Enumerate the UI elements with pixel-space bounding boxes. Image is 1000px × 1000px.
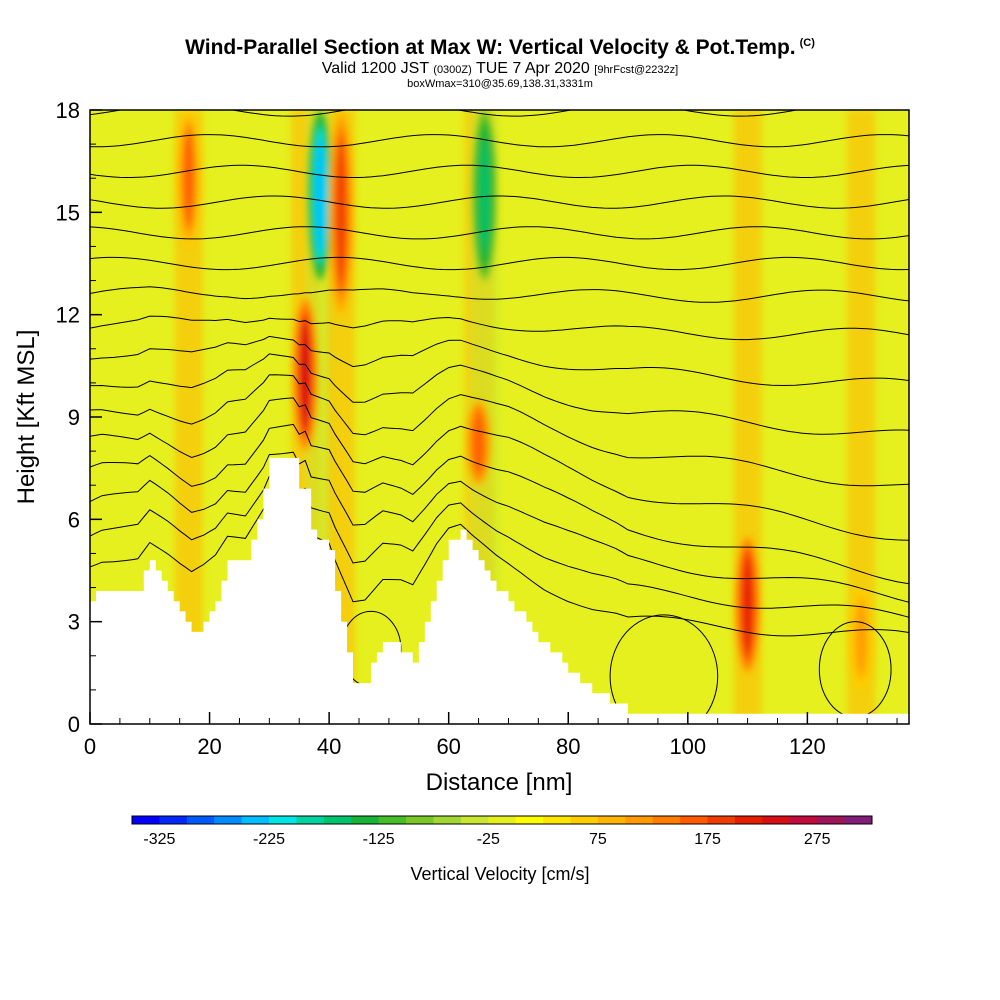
forecast-info: [9hrFcst@2232z] [594, 64, 679, 76]
colorbar-swatch [570, 816, 599, 824]
colorbar-label: -225 [253, 831, 285, 848]
colorbar-swatch [707, 816, 736, 824]
axes: 0 20 40 60 80 100 120 0 3 6 9 12 15 18 [56, 98, 898, 759]
theta-contour [90, 286, 909, 303]
colorbar-swatch [186, 816, 215, 824]
y-tick-label: 3 [68, 610, 80, 635]
valid-date: TUE 7 Apr 2020 [475, 60, 590, 77]
y-tick-label: 9 [68, 405, 80, 430]
theta-contour-cell [609, 614, 719, 724]
x-axis-title: Distance [nm] [426, 769, 573, 796]
colorbar: -325 -225 -125 -25 75 175 275 [131, 815, 873, 848]
terrain [90, 457, 909, 724]
chart-title: Wind-Parallel Section at Max W: Vertical… [0, 36, 1000, 60]
theta-contours [90, 110, 909, 724]
colorbar-label: -125 [363, 831, 395, 848]
theta-contour [90, 195, 909, 209]
velocity-core [316, 137, 325, 254]
colorbar-swatch [351, 816, 380, 824]
theta-contour [90, 335, 909, 387]
colorbar-swatch [543, 816, 572, 824]
theta-contour [90, 451, 909, 603]
velocity-core [480, 137, 489, 254]
valid-time: Valid 1200 JST [321, 60, 429, 77]
colorbar-swatch [159, 816, 188, 824]
velocity-cores [176, 110, 874, 690]
colorbar-swatch [433, 816, 462, 824]
colorbar-swatch [406, 816, 434, 824]
box-wmax-info: boxWmax=310@35.69,138.31,3331m [407, 78, 593, 90]
x-tick-label: 0 [84, 734, 96, 759]
x-tick-label: 40 [317, 734, 341, 759]
chart-subtitle: Valid 1200 JST (0300Z) TUE 7 Apr 2020 [9… [0, 60, 1000, 78]
colorbar-frame [131, 815, 873, 825]
colorbar-swatch [269, 816, 297, 824]
theta-contour [90, 134, 909, 148]
velocity-core [857, 603, 866, 674]
theta-contour [90, 423, 909, 585]
y-tick-label: 0 [68, 712, 80, 737]
colorbar-label: -25 [477, 831, 500, 848]
colorbar-swatch [817, 816, 846, 824]
colorbar-swatch [378, 816, 407, 824]
theta-contour [90, 493, 909, 637]
colorbar-label: 175 [694, 831, 721, 848]
y-tick-label: 12 [56, 303, 80, 328]
chart-title-text: Wind-Parallel Section at Max W: Vertical… [185, 36, 796, 59]
y-tick-label: 15 [56, 200, 80, 225]
colorbar-title: Vertical Velocity [cm/s] [410, 864, 589, 884]
colorbar-swatch [323, 816, 352, 824]
theta-contour [90, 226, 909, 240]
theta-contour [90, 374, 909, 487]
colorbar-swatch [789, 816, 818, 824]
colorbar-swatch [296, 816, 325, 824]
theta-contour [90, 256, 909, 271]
copyright-mark: (C) [799, 37, 815, 49]
terrain-mask [90, 457, 909, 724]
colorbar-label: 275 [804, 831, 831, 848]
x-tick-label: 80 [556, 734, 580, 759]
velocity-core [337, 142, 346, 282]
velocity-core [184, 131, 193, 225]
theta-contour [90, 110, 909, 117]
x-tick-label: 120 [789, 734, 826, 759]
velocity-core [743, 558, 752, 652]
x-tick-label: 20 [197, 734, 221, 759]
colorbar-label: -325 [143, 831, 175, 848]
colorbar-swatch [132, 816, 160, 824]
colorbar-swatch [734, 816, 763, 824]
theta-contour [90, 315, 909, 341]
theta-contour [90, 397, 909, 541]
colorbar-swatch [214, 816, 243, 824]
colorbar-swatch [241, 816, 270, 824]
colorbar-swatch [597, 816, 626, 824]
x-tick-label: 100 [669, 734, 706, 759]
colorbar-swatch [844, 816, 873, 824]
theta-contour [90, 475, 909, 618]
colorbar-swatch [460, 816, 489, 824]
colorbar-swatch [625, 816, 654, 824]
colorbar-swatch [488, 816, 517, 824]
y-tick-label: 18 [56, 98, 80, 123]
y-axis-title: Height [Kft MSL] [13, 330, 40, 505]
x-tick-label: 60 [436, 734, 460, 759]
theta-contour [90, 164, 909, 178]
valid-utc: (0300Z) [433, 64, 472, 76]
colorbar-swatch [515, 816, 544, 824]
colorbar-swatch [680, 816, 709, 824]
colorbar-swatch [652, 816, 681, 824]
velocity-core [301, 322, 310, 427]
velocity-core [474, 413, 483, 472]
colorbar-swatch [762, 816, 791, 824]
colorbar-label: 75 [589, 831, 607, 848]
theta-contour [90, 353, 909, 435]
y-tick-label: 6 [68, 507, 80, 532]
